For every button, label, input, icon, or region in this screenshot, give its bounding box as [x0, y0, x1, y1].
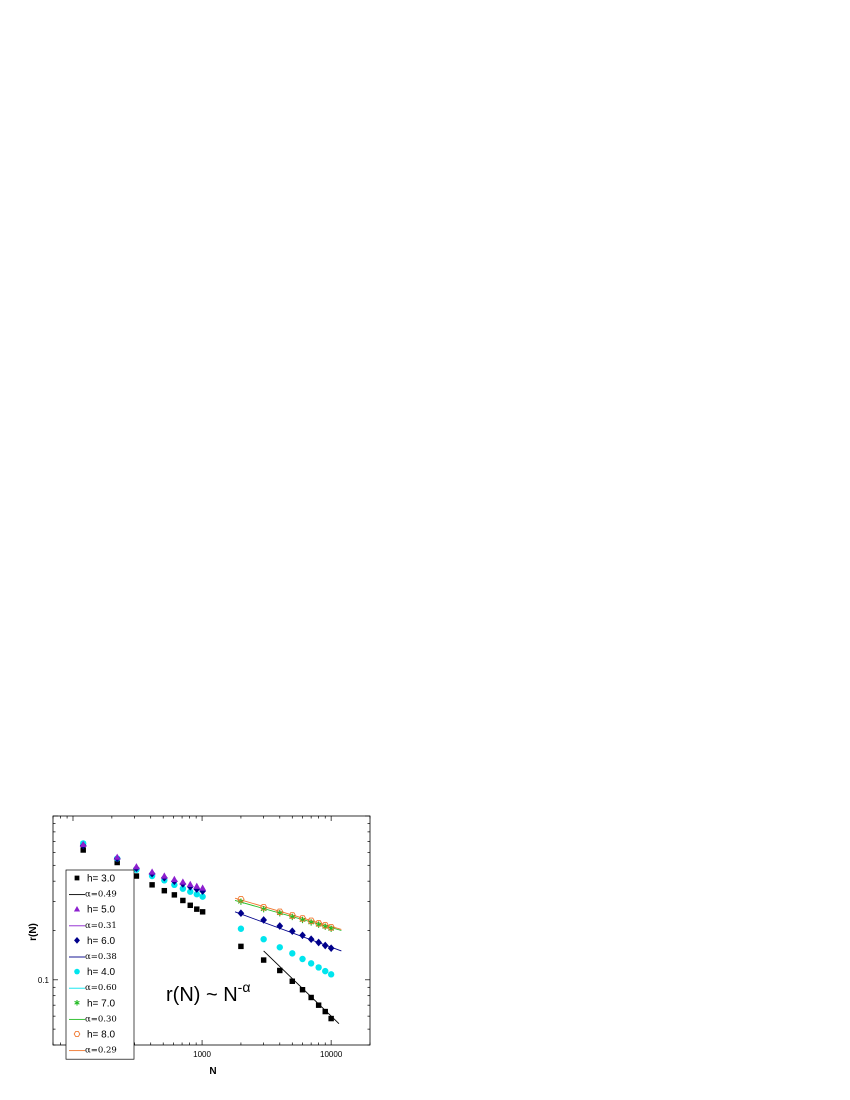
legend-fit-label: α=0.31: [85, 921, 117, 931]
data-point: [199, 893, 206, 900]
legend-series-label: h= 8.0: [87, 1030, 116, 1041]
data-point: [193, 891, 200, 898]
data-point: [289, 978, 296, 984]
legend-marker: [73, 1031, 81, 1037]
data-point: [194, 906, 200, 912]
data-point: [276, 944, 283, 951]
data-point: [314, 920, 323, 927]
x-axis-title: N: [209, 1066, 216, 1077]
y-axis-title: r(N): [28, 923, 39, 941]
legend-marker: [74, 1000, 80, 1006]
data-point: [160, 872, 168, 879]
data-point: [327, 944, 335, 953]
data-point: [186, 880, 194, 888]
data-point: [199, 909, 206, 915]
legend-box: [65, 869, 135, 1060]
legend-marker: [74, 937, 80, 944]
x-tick-label: 1000: [193, 1050, 211, 1059]
legend-series-label: h= 4.0: [87, 967, 116, 978]
annotation-exponent: -α: [238, 979, 251, 995]
data-point: [237, 925, 245, 932]
data-point: [260, 957, 267, 963]
data-point: [260, 916, 268, 924]
data-point: [170, 875, 178, 882]
annotation-base: r(N) ~ N: [166, 984, 238, 1006]
legend-series-label: h= 6.0: [87, 936, 116, 947]
data-point: [307, 935, 315, 944]
data-point: [238, 943, 244, 950]
data-point: [307, 960, 315, 967]
legend-series-label: h= 7.0: [87, 998, 116, 1009]
data-point: [149, 882, 155, 888]
data-point: [237, 909, 245, 918]
legend-fit-label: α=0.29: [85, 1046, 117, 1056]
data-point: [288, 927, 296, 936]
data-point: [315, 1002, 322, 1008]
data-point: [277, 967, 283, 974]
data-point: [179, 878, 187, 885]
data-point: [321, 941, 329, 950]
data-point: [315, 938, 322, 947]
plot-area: [79, 840, 342, 1024]
data-point: [161, 887, 168, 894]
data-point: [199, 884, 207, 891]
data-point: [133, 873, 140, 879]
data-point: [307, 917, 315, 925]
legend-fit-label: α=0.38: [85, 952, 117, 962]
data-point: [132, 863, 140, 870]
power-law-annotation: r(N) ~ N-α: [166, 979, 250, 1006]
legend-marker: [74, 875, 80, 881]
data-point: [288, 912, 297, 919]
data-point: [180, 897, 186, 904]
fit-line-5: [234, 897, 342, 930]
data-point: [308, 994, 314, 1001]
data-point: [193, 885, 201, 893]
data-point: [148, 868, 156, 875]
data-point: [79, 840, 87, 848]
data-point: [179, 885, 187, 892]
data-point: [315, 964, 322, 971]
data-point: [187, 902, 193, 909]
data-point: [299, 931, 306, 940]
legend-series-label: h= 5.0: [87, 905, 116, 916]
y-tick-label: 0.1: [38, 976, 50, 985]
data-point: [299, 955, 306, 963]
data-point: [299, 986, 306, 993]
data-point: [193, 882, 201, 889]
data-point: [322, 1008, 328, 1015]
data-point: [276, 922, 284, 930]
data-point: [237, 896, 245, 903]
data-point: [260, 935, 267, 943]
legend-marker: [74, 968, 80, 975]
legend-fit-label: α=0.49: [85, 890, 117, 900]
legend-fit-label: α=0.30: [85, 1014, 117, 1024]
data-point: [298, 915, 307, 922]
data-point: [187, 888, 194, 895]
series-0: [80, 847, 334, 1022]
x-tick-label: 10000: [320, 1050, 343, 1059]
series-5: [237, 896, 335, 931]
data-point: [327, 971, 335, 978]
data-point: [321, 922, 329, 929]
legend-series-label: h= 3.0: [87, 874, 116, 885]
legend: h= 3.0 α=0.49 h= 5.0 α=0.31 h= 6.0 α=0.38 h= 4…: [65, 869, 135, 1060]
data-point: [171, 892, 178, 898]
data-point: [328, 1015, 334, 1022]
data-point: [114, 859, 120, 866]
data-point: [80, 847, 86, 853]
data-point: [259, 904, 268, 911]
legend-fit-label: α=0.60: [85, 983, 117, 993]
data-point: [322, 967, 329, 975]
data-point: [113, 853, 121, 860]
series-1: [79, 840, 207, 891]
data-point: [289, 950, 296, 957]
legend-marker: [73, 905, 81, 912]
data-point: [327, 924, 335, 931]
data-point: [276, 908, 284, 916]
